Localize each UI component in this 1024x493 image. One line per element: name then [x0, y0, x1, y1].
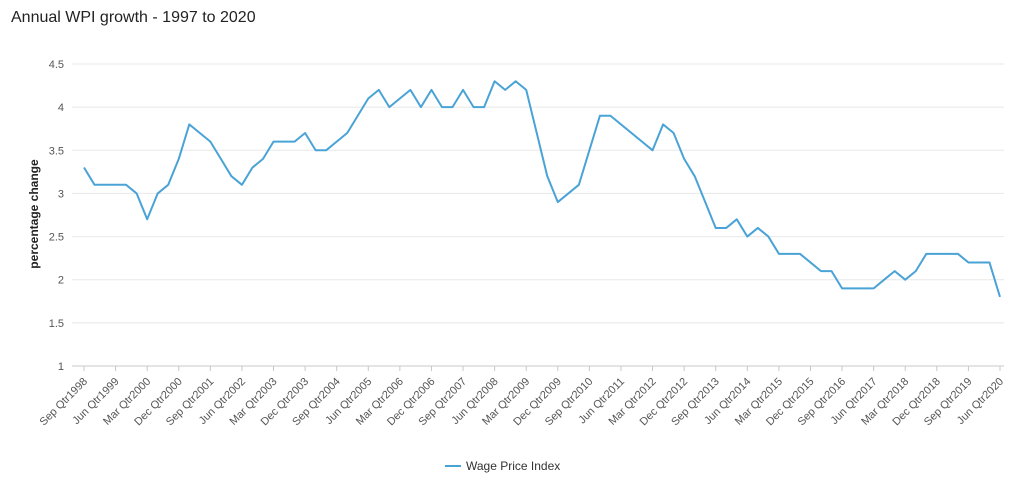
y-axis-ticks: 1 1.5 2 2.5 3 3.5 4 4.5 [49, 59, 64, 373]
y-tick-label: 3.5 [49, 145, 64, 157]
y-tick-label: 2 [58, 275, 64, 287]
series-line-wage-price-index[interactable] [83, 80, 1001, 298]
y-tick-label: 1.5 [49, 318, 64, 330]
x-axis [83, 366, 1001, 371]
chart-title: Annual WPI growth - 1997 to 2020 [11, 9, 256, 26]
y-tick-label: 2.5 [49, 232, 64, 244]
series-group [83, 80, 1001, 298]
legend[interactable]: Wage Price Index [445, 459, 560, 473]
y-tick-label: 4.5 [49, 59, 64, 71]
gridlines [72, 63, 1004, 367]
y-tick-label: 4 [58, 102, 64, 114]
y-axis-label: percentage change [27, 159, 41, 269]
legend-label-wage-price-index[interactable]: Wage Price Index [466, 459, 560, 473]
y-tick-label: 3 [58, 188, 64, 200]
y-tick-label: 1 [58, 361, 64, 373]
